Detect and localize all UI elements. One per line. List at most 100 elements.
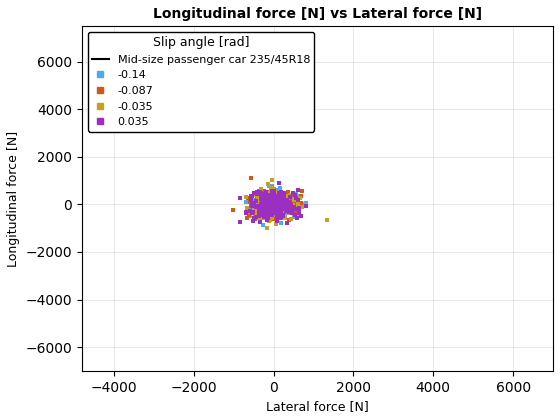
- Point: [280, 197, 289, 203]
- Point: [272, 200, 281, 207]
- Point: [262, 201, 270, 208]
- Point: [277, 203, 286, 210]
- Point: [268, 199, 277, 206]
- Point: [263, 202, 272, 209]
- Point: [274, 200, 283, 206]
- Point: [256, 198, 265, 205]
- Point: [273, 201, 282, 207]
- Point: [269, 201, 278, 208]
- Point: [259, 201, 268, 208]
- Point: [276, 213, 285, 219]
- Point: [270, 201, 279, 207]
- Point: [280, 197, 289, 204]
- Point: [269, 216, 278, 223]
- Point: [268, 210, 277, 216]
- Point: [267, 201, 276, 207]
- Point: [268, 201, 277, 208]
- Point: [262, 200, 270, 207]
- Point: [285, 209, 294, 216]
- Point: [285, 200, 294, 207]
- Point: [278, 193, 287, 200]
- Point: [267, 204, 276, 210]
- Point: [269, 202, 278, 209]
- Point: [260, 202, 269, 209]
- Point: [263, 210, 272, 217]
- Point: [275, 197, 284, 204]
- Point: [261, 206, 270, 213]
- Point: [301, 200, 310, 206]
- Point: [260, 194, 269, 201]
- Point: [260, 204, 269, 211]
- Point: [278, 201, 287, 207]
- Point: [268, 200, 277, 207]
- Point: [269, 200, 278, 207]
- Point: [270, 197, 279, 204]
- Point: [252, 194, 261, 201]
- Point: [268, 198, 277, 205]
- Point: [273, 200, 282, 206]
- Point: [278, 198, 287, 205]
- Point: [272, 200, 281, 206]
- Point: [258, 195, 267, 202]
- Point: [269, 205, 278, 212]
- Point: [256, 192, 265, 198]
- Point: [267, 202, 276, 208]
- Point: [267, 205, 276, 212]
- Point: [275, 204, 284, 211]
- Point: [284, 196, 293, 202]
- Point: [274, 200, 283, 207]
- Point: [268, 201, 277, 207]
- Point: [269, 200, 278, 207]
- Point: [270, 199, 279, 205]
- Point: [272, 204, 281, 210]
- Point: [279, 196, 288, 202]
- Point: [259, 200, 268, 207]
- Point: [271, 205, 280, 212]
- Point: [263, 205, 272, 212]
- Point: [268, 201, 277, 207]
- Point: [263, 196, 272, 203]
- Point: [279, 206, 288, 213]
- Point: [267, 199, 276, 205]
- Point: [270, 205, 279, 212]
- Point: [267, 202, 276, 209]
- Point: [294, 209, 303, 215]
- Point: [265, 205, 274, 212]
- Point: [264, 207, 273, 213]
- Point: [268, 202, 277, 208]
- Point: [273, 215, 282, 221]
- Point: [276, 200, 284, 207]
- Point: [275, 194, 284, 200]
- Point: [267, 205, 276, 211]
- Point: [268, 201, 277, 207]
- Point: [288, 199, 297, 206]
- Point: [270, 198, 279, 205]
- Point: [272, 200, 281, 207]
- Point: [283, 188, 292, 195]
- Point: [273, 186, 282, 193]
- Point: [260, 188, 269, 194]
- Point: [253, 194, 262, 201]
- Point: [273, 197, 282, 204]
- Point: [267, 193, 276, 199]
- Point: [250, 204, 259, 211]
- Point: [267, 197, 276, 204]
- Point: [268, 201, 277, 208]
- Point: [279, 203, 288, 210]
- Point: [276, 191, 285, 197]
- Point: [267, 203, 276, 210]
- Point: [265, 204, 274, 210]
- Point: [268, 196, 277, 203]
- Point: [261, 205, 270, 211]
- Point: [265, 196, 274, 202]
- Point: [267, 199, 276, 205]
- Point: [263, 206, 272, 213]
- Point: [258, 199, 267, 205]
- Point: [255, 219, 264, 226]
- Point: [269, 197, 278, 204]
- Point: [258, 200, 267, 207]
- Point: [275, 203, 284, 210]
- Point: [262, 203, 271, 210]
- Point: [263, 201, 272, 207]
- Point: [269, 200, 278, 206]
